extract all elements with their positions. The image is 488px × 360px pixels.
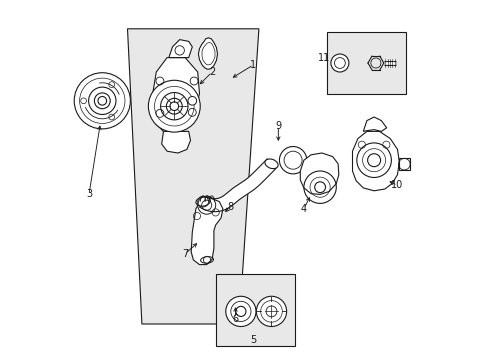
Ellipse shape: [196, 197, 210, 206]
Circle shape: [187, 96, 196, 105]
Polygon shape: [127, 29, 258, 324]
Polygon shape: [162, 131, 190, 153]
Text: 2: 2: [208, 67, 215, 77]
Polygon shape: [199, 159, 275, 212]
Circle shape: [256, 296, 286, 327]
Circle shape: [330, 54, 348, 72]
Circle shape: [225, 296, 256, 327]
Text: 1: 1: [250, 60, 256, 70]
Bar: [326, 32, 406, 94]
Text: 9: 9: [275, 121, 281, 131]
Bar: [398, 158, 409, 170]
Text: 5: 5: [250, 335, 256, 345]
Circle shape: [88, 87, 116, 114]
Text: 11: 11: [317, 53, 329, 63]
Circle shape: [148, 80, 200, 132]
Polygon shape: [363, 117, 386, 131]
Text: 3: 3: [86, 189, 92, 199]
Text: 8: 8: [226, 202, 233, 212]
Polygon shape: [168, 40, 192, 58]
Text: 10: 10: [390, 180, 403, 190]
Circle shape: [279, 147, 306, 174]
Polygon shape: [198, 38, 217, 69]
Polygon shape: [352, 131, 399, 191]
Circle shape: [74, 73, 130, 129]
Ellipse shape: [264, 159, 278, 168]
Text: 6: 6: [232, 314, 238, 324]
Polygon shape: [300, 153, 338, 194]
Text: 4: 4: [300, 204, 306, 214]
Polygon shape: [152, 58, 199, 131]
Text: 7: 7: [182, 249, 188, 259]
Polygon shape: [191, 198, 223, 265]
Bar: [215, 274, 294, 346]
